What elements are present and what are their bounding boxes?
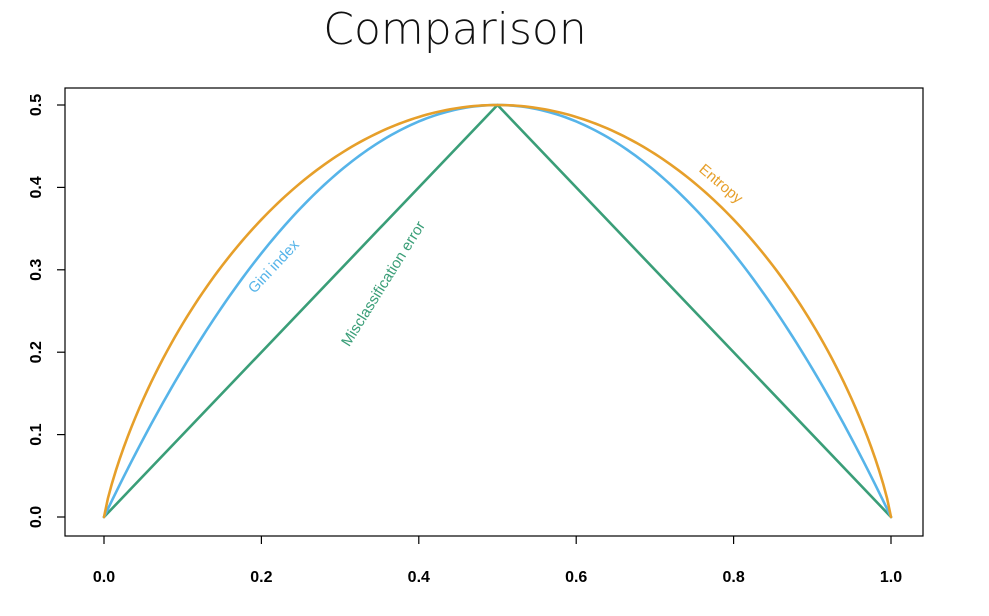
y-tick-label: 0.5 xyxy=(28,94,45,116)
x-tick-label: 0.6 xyxy=(565,569,587,586)
series-line-gini-index xyxy=(102,103,893,519)
series-annotation: Gini index xyxy=(245,236,303,297)
series-annotation: Entropy xyxy=(695,161,746,208)
series-annotation: Misclassification error xyxy=(338,218,429,349)
y-axis: 0.0 0.1 0.2 0.3 0.4 0.5 xyxy=(28,94,65,528)
series-layer xyxy=(102,103,893,519)
y-tick-label: 0.1 xyxy=(28,423,45,445)
y-tick-label: 0.2 xyxy=(28,341,45,363)
series-line-misclassification-error xyxy=(102,103,893,519)
x-tick-label: 0.0 xyxy=(93,569,115,586)
x-tick-label: 0.2 xyxy=(250,569,272,586)
page-title: Comparison xyxy=(323,4,587,55)
x-tick-label: 1.0 xyxy=(880,569,902,586)
series-line-entropy xyxy=(102,103,893,519)
x-axis: 0.0 0.2 0.4 0.6 0.8 1.0 xyxy=(93,536,902,586)
plot-frame xyxy=(64,87,924,537)
x-tick-label: 0.8 xyxy=(722,569,744,586)
y-tick-label: 0.4 xyxy=(28,176,45,198)
y-tick-label: 0.0 xyxy=(28,506,45,528)
x-tick-label: 0.4 xyxy=(408,569,430,586)
y-tick-label: 0.3 xyxy=(28,259,45,281)
